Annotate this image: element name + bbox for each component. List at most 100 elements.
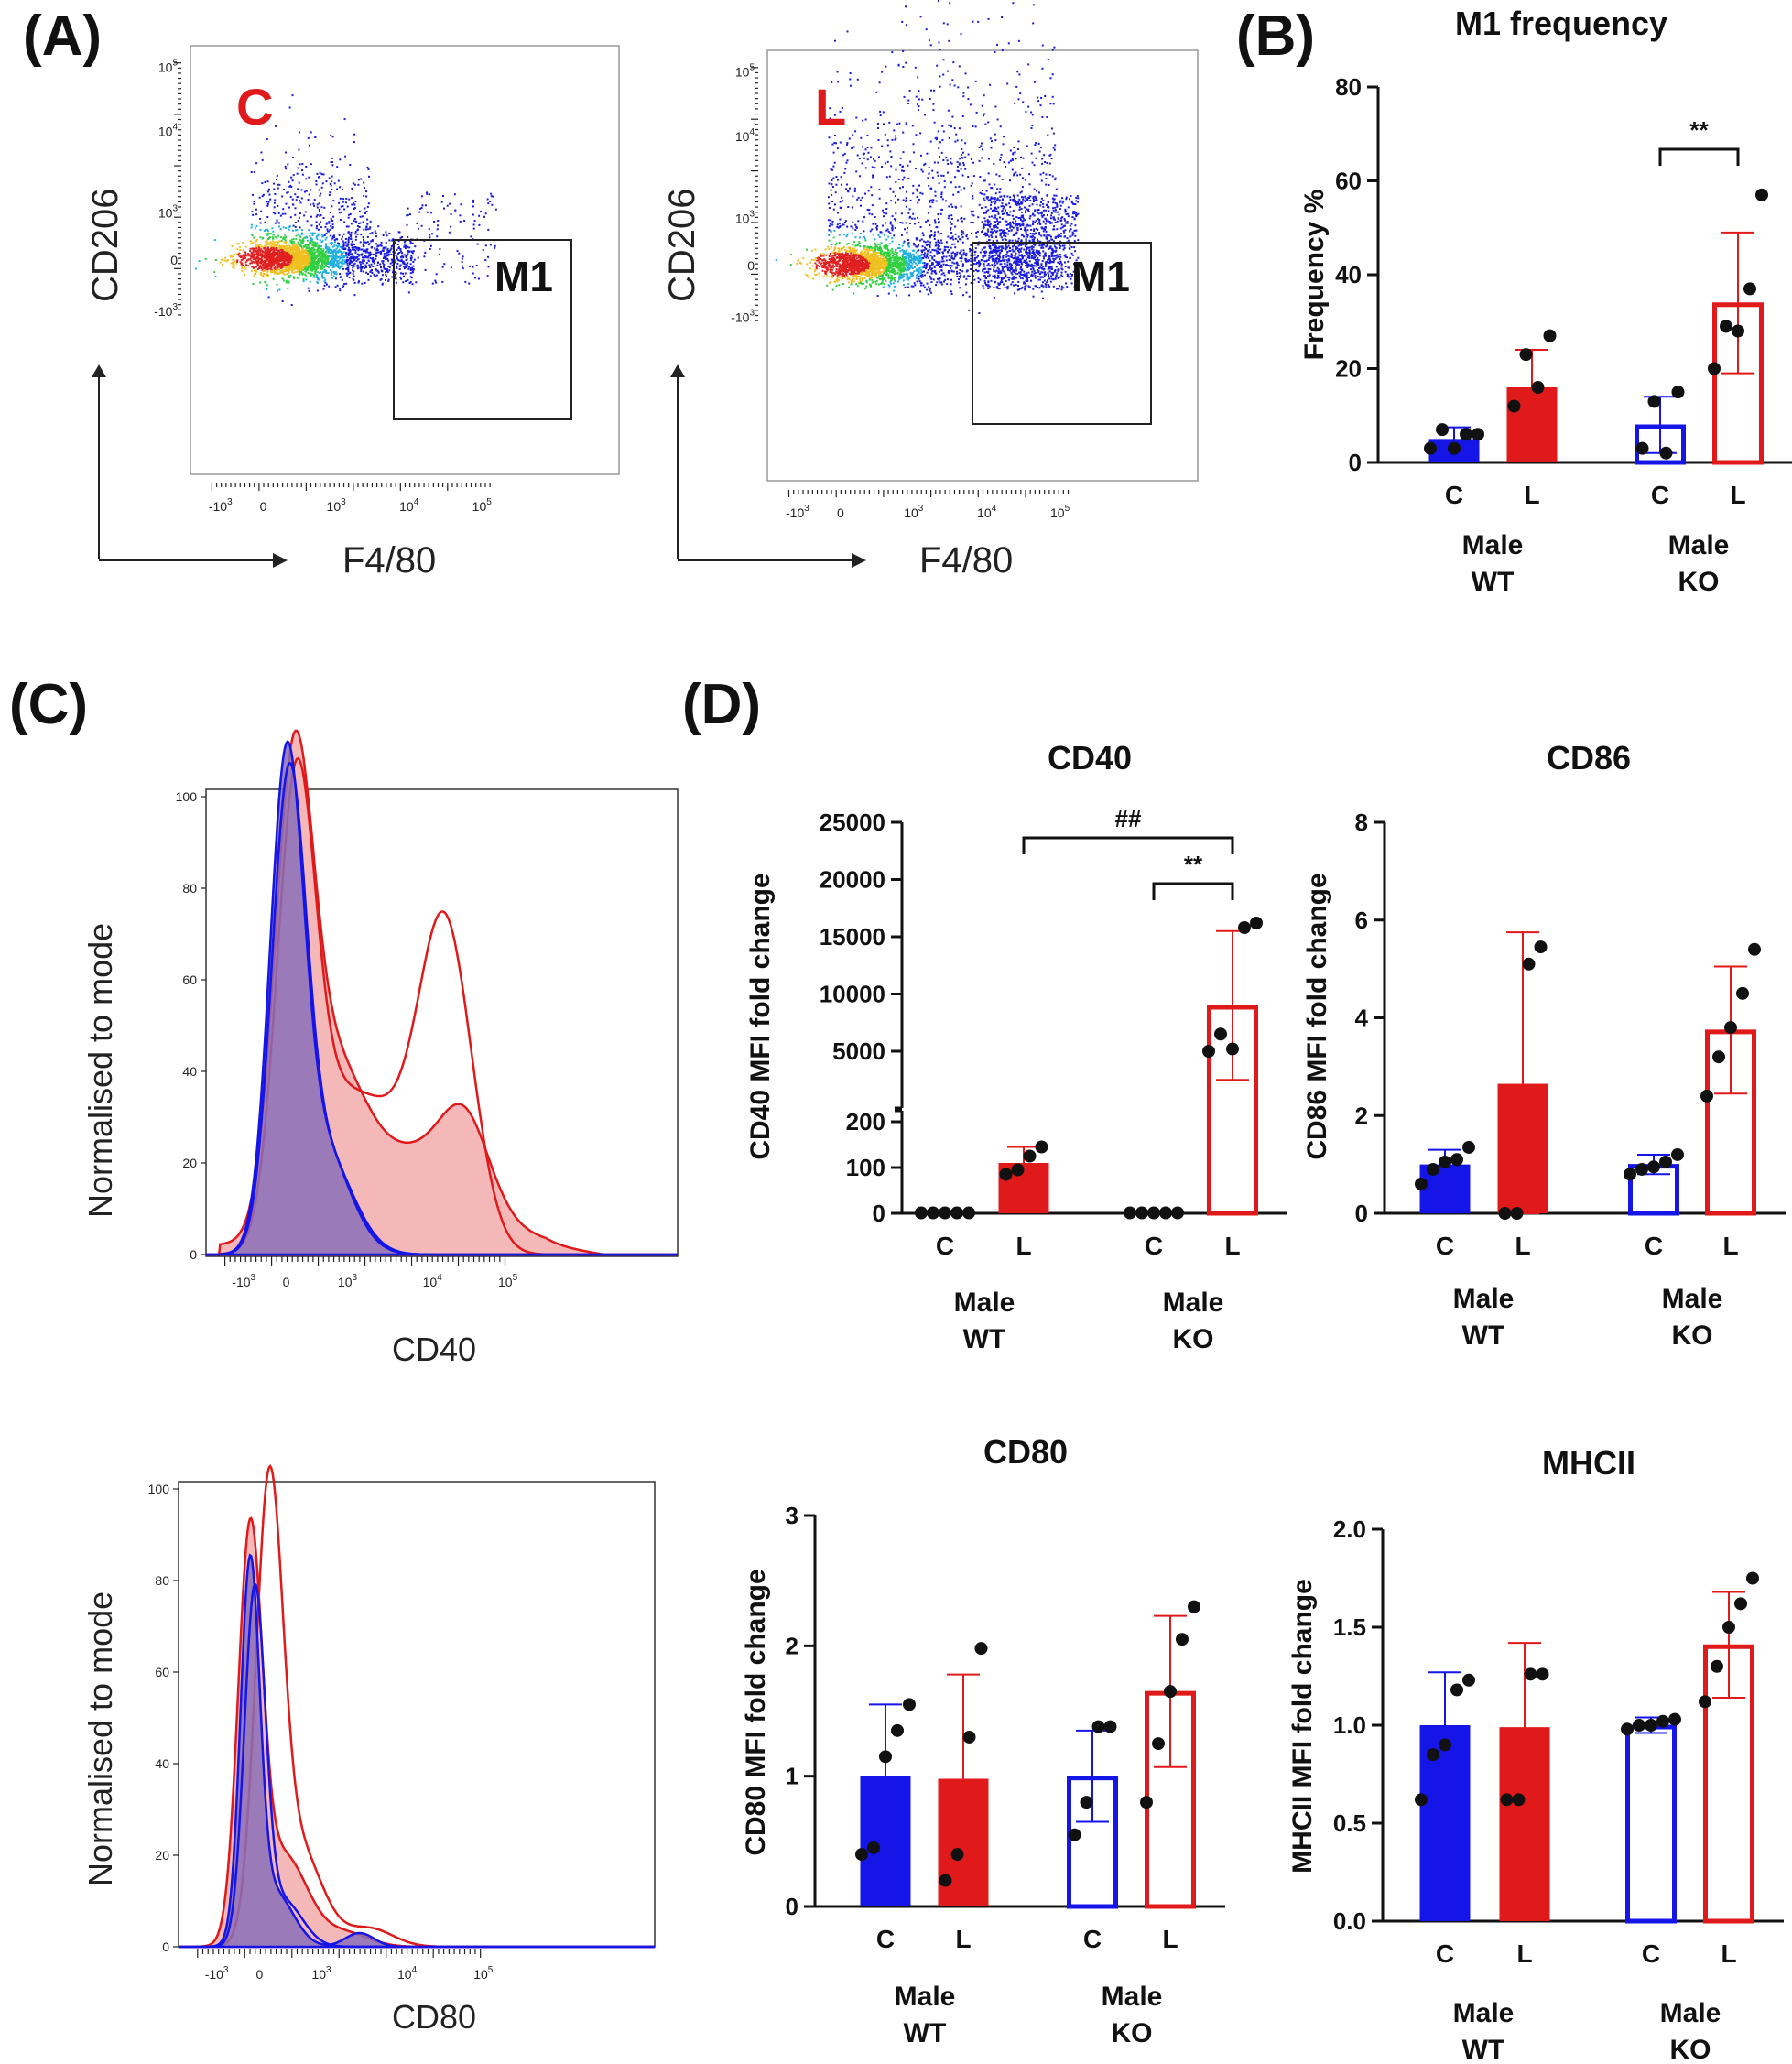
flow-event-dot <box>938 244 939 246</box>
flow-event-dot <box>919 281 922 284</box>
flow-event-dot <box>989 268 992 271</box>
flow-event-dot <box>472 272 474 275</box>
flow-event-dot <box>266 204 269 207</box>
flow-event-dot <box>878 267 881 270</box>
flow-event-dot <box>829 268 831 271</box>
flow-event-dot <box>296 277 299 279</box>
flow-event-dot <box>859 280 862 282</box>
flow-event-dot <box>249 250 252 253</box>
flow-event-dot <box>859 259 862 262</box>
flow-event-dot <box>328 261 331 264</box>
flow-event-dot <box>267 250 270 253</box>
flow-event-dot <box>266 243 269 245</box>
flow-event-dot <box>895 266 897 269</box>
flow-event-dot <box>342 286 344 288</box>
flow-event-dot <box>258 196 261 199</box>
flow-event-dot <box>353 262 356 265</box>
flow-event-dot <box>309 262 311 264</box>
flow-event-dot <box>317 246 320 249</box>
flow-event-dot <box>233 254 235 256</box>
flow-event-dot <box>299 201 302 204</box>
flow-event-dot <box>494 244 496 247</box>
flow-event-dot <box>261 255 264 256</box>
flow-event-dot <box>884 272 886 275</box>
flow-event-dot <box>287 255 289 258</box>
flow-event-dot <box>484 259 487 261</box>
flow-event-dot <box>253 261 255 264</box>
flow-event-dot <box>887 277 890 279</box>
flow-event-dot <box>356 267 359 270</box>
flow-event-dot <box>238 252 241 255</box>
flow-event-dot <box>896 260 899 263</box>
flow-event-dot <box>883 283 885 286</box>
flow-event-dot <box>850 281 853 284</box>
flow-event-dot <box>372 253 375 255</box>
flow-event-dot <box>364 255 366 257</box>
flow-event-dot <box>360 253 363 255</box>
flow-event-dot <box>240 259 243 262</box>
flow-event-dot <box>960 260 962 263</box>
flow-event-dot <box>390 245 393 247</box>
flow-event-dot <box>820 266 823 268</box>
flow-event-dot <box>315 244 318 247</box>
flow-event-dot <box>855 277 858 280</box>
flow-event-dot <box>332 255 334 258</box>
flow-event-dot <box>281 266 284 269</box>
flow-event-dot <box>844 254 847 256</box>
flow-event-dot <box>409 240 412 243</box>
flow-event-dot <box>300 258 303 260</box>
flow-event-dot <box>250 226 253 229</box>
flow-event-dot <box>314 270 317 273</box>
flow-event-dot <box>289 246 292 249</box>
flow-event-dot <box>345 272 348 275</box>
flow-event-dot <box>458 252 461 255</box>
flow-event-dot <box>251 247 254 250</box>
flow-event-dot <box>331 258 333 261</box>
flow-event-dot <box>327 272 330 275</box>
flow-event-dot <box>941 256 944 259</box>
flow-event-dot <box>403 263 406 266</box>
flow-event-dot <box>848 263 851 266</box>
flow-event-dot <box>859 265 861 267</box>
flow-event-dot <box>310 131 312 134</box>
flow-event-dot <box>950 290 952 293</box>
flow-event-dot <box>852 249 854 251</box>
flow-event-dot <box>300 271 303 273</box>
flow-event-dot <box>362 259 364 262</box>
flow-event-dot <box>841 255 843 257</box>
flow-event-dot <box>363 228 365 231</box>
flow-event-dot <box>289 261 292 264</box>
flow-event-dot <box>337 251 340 254</box>
flow-event-dot <box>847 265 850 267</box>
flow-event-dot <box>319 239 321 242</box>
flow-event-dot <box>361 215 364 218</box>
flow-event-dot <box>820 253 822 255</box>
flow-ytick-label: 105 <box>158 58 179 74</box>
flow-event-dot <box>927 293 929 296</box>
flow-event-dot <box>341 259 343 262</box>
flow-event-dot <box>297 267 299 270</box>
flow-event-dot <box>260 245 263 248</box>
flow-event-dot <box>255 208 257 211</box>
flow-event-dot <box>309 250 311 253</box>
flow-event-dot <box>360 248 363 251</box>
flow-event-dot <box>299 226 301 229</box>
flow-event-dot <box>846 269 848 272</box>
flow-event-dot <box>301 254 304 256</box>
flow-event-dot <box>853 264 856 266</box>
flow-event-dot <box>285 258 288 261</box>
flow-event-dot <box>859 281 862 284</box>
flow-event-dot <box>259 236 262 239</box>
flow-event-dot <box>863 269 865 272</box>
flow-event-dot <box>358 248 361 251</box>
flow-event-dot <box>894 273 896 276</box>
flow-event-dot <box>459 220 462 223</box>
flow-event-dot <box>949 259 951 261</box>
flow-event-dot <box>916 280 918 283</box>
flow-event-dot <box>937 239 939 242</box>
flow-event-dot <box>994 274 996 277</box>
flow-event-dot <box>329 191 331 194</box>
flow-event-dot <box>431 282 434 285</box>
flow-event-dot <box>829 253 831 255</box>
flow-event-dot <box>824 248 827 251</box>
